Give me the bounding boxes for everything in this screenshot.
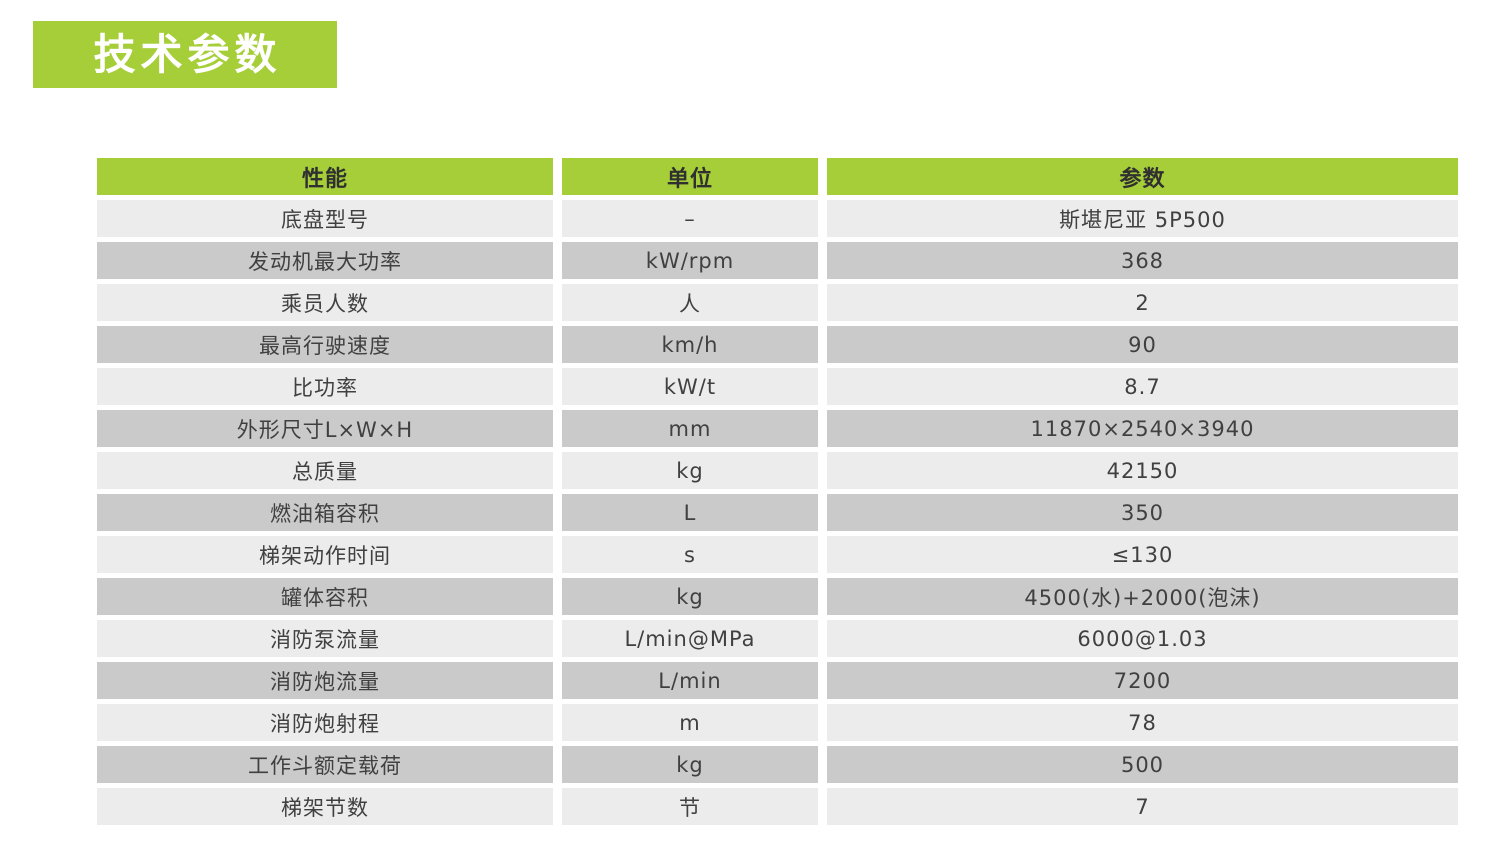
spec-name-cell: 梯架节数 bbox=[97, 788, 553, 825]
spec-value-cell: 4500(水)+2000(泡沫) bbox=[827, 578, 1458, 615]
spec-name-cell: 发动机最大功率 bbox=[97, 242, 553, 279]
spec-name-cell: 消防炮射程 bbox=[97, 704, 553, 741]
spec-unit-cell: 节 bbox=[562, 788, 818, 825]
spec-name-cell: 梯架动作时间 bbox=[97, 536, 553, 573]
spec-value-cell: ≤130 bbox=[827, 536, 1458, 573]
column-header-unit: 单位 bbox=[562, 158, 818, 195]
spec-unit-cell: kW/t bbox=[562, 368, 818, 405]
spec-unit-cell: kg bbox=[562, 746, 818, 783]
spec-value-cell: 78 bbox=[827, 704, 1458, 741]
spec-unit-cell: kW/rpm bbox=[562, 242, 818, 279]
spec-name-cell: 工作斗额定载荷 bbox=[97, 746, 553, 783]
spec-value-cell: 7 bbox=[827, 788, 1458, 825]
spec-value-cell: 90 bbox=[827, 326, 1458, 363]
column-header-performance: 性能 bbox=[97, 158, 553, 195]
spec-unit-cell: kg bbox=[562, 578, 818, 615]
spec-name-cell: 外形尺寸L×W×H bbox=[97, 410, 553, 447]
section-title-banner: 技术参数 bbox=[33, 21, 337, 88]
spec-unit-cell: 人 bbox=[562, 284, 818, 321]
spec-unit-cell: L/min bbox=[562, 662, 818, 699]
section-title: 技术参数 bbox=[93, 29, 282, 79]
spec-value-cell: 2 bbox=[827, 284, 1458, 321]
column-header-parameter: 参数 bbox=[827, 158, 1458, 195]
spec-value-cell: 斯堪尼亚 5P500 bbox=[827, 200, 1458, 237]
spec-value-cell: 8.7 bbox=[827, 368, 1458, 405]
spec-value-cell: 500 bbox=[827, 746, 1458, 783]
spec-value-cell: 7200 bbox=[827, 662, 1458, 699]
spec-name-cell: 乘员人数 bbox=[97, 284, 553, 321]
spec-name-cell: 罐体容积 bbox=[97, 578, 553, 615]
spec-name-cell: 底盘型号 bbox=[97, 200, 553, 237]
spec-name-cell: 比功率 bbox=[97, 368, 553, 405]
spec-value-cell: 6000@1.03 bbox=[827, 620, 1458, 657]
spec-value-cell: 368 bbox=[827, 242, 1458, 279]
spec-unit-cell: L/min@MPa bbox=[562, 620, 818, 657]
spec-unit-cell: L bbox=[562, 494, 818, 531]
spec-value-cell: 350 bbox=[827, 494, 1458, 531]
spec-unit-cell: mm bbox=[562, 410, 818, 447]
spec-unit-cell: m bbox=[562, 704, 818, 741]
spec-name-cell: 最高行驶速度 bbox=[97, 326, 553, 363]
spec-name-cell: 消防泵流量 bbox=[97, 620, 553, 657]
spec-unit-cell: – bbox=[562, 200, 818, 237]
spec-table: 性能 单位 参数 底盘型号 – 斯堪尼亚 5P500 发动机最大功率 kW/rp… bbox=[97, 158, 1458, 825]
spec-unit-cell: kg bbox=[562, 452, 818, 489]
spec-name-cell: 消防炮流量 bbox=[97, 662, 553, 699]
spec-unit-cell: s bbox=[562, 536, 818, 573]
spec-name-cell: 总质量 bbox=[97, 452, 553, 489]
spec-name-cell: 燃油箱容积 bbox=[97, 494, 553, 531]
spec-value-cell: 42150 bbox=[827, 452, 1458, 489]
spec-unit-cell: km/h bbox=[562, 326, 818, 363]
spec-value-cell: 11870×2540×3940 bbox=[827, 410, 1458, 447]
